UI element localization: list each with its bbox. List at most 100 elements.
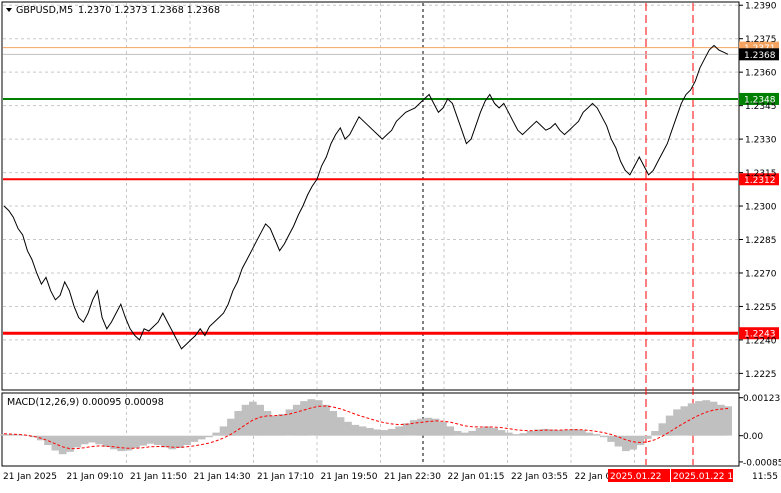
macd-histogram-bar [695,401,703,436]
level-label-green: 1.2348 [744,95,776,105]
macd-histogram-bar [227,418,235,436]
macd-histogram-bar [168,435,177,450]
x-label-highlight [671,469,733,482]
price-series [3,44,729,350]
macd-histogram-bar [724,406,732,436]
macd-histogram-bar [351,424,360,436]
macd-tick-label: 0.00 [743,432,763,442]
macd-histogram-bar [175,435,184,448]
macd-histogram-bar [366,428,374,436]
y-tick-label: 1.2360 [745,69,777,79]
macd-histogram-bar [373,429,381,436]
macd-histogram-bar [205,435,213,438]
macd-histogram-bar [117,435,126,452]
macd-histogram-bar [44,435,52,445]
y-tick-label: 1.2300 [745,203,777,213]
y-tick-label: 1.2315 [745,169,777,179]
macd-histogram-bar [717,404,725,436]
macd-histogram-bar [29,435,38,438]
macd-histogram-bar [578,430,586,436]
level-label-box-green [739,92,779,105]
macd-histogram-bar [329,411,338,436]
macd-histogram-bar [249,401,257,436]
macd-histogram-bar [643,435,652,439]
macd-histogram-bar [519,433,528,436]
macd-histogram-bar [183,435,191,445]
macd-histogram-bar [468,431,477,436]
macd-histogram-bar [497,430,506,436]
macd-axis: 0.00123 0.00 -0.00085 [739,394,781,468]
macd-histogram-bar [709,401,718,436]
x-tick-label: 2025.01.22 [610,472,662,482]
macd-histogram-bar [190,435,199,442]
macd-histogram-bar [687,403,696,436]
dropdown-triangle-icon[interactable] [6,8,12,12]
macd-histogram-bar [314,400,323,436]
macd-histogram-bar [439,421,447,436]
macd-histogram-bar [197,435,206,440]
y-tick-label: 1.2240 [745,336,777,346]
x-tick-label: 21 Jan 19:50 [321,472,378,482]
macd-histogram-bar [541,428,550,436]
macd-histogram-bar [636,435,645,445]
level-label-box-red-lower [739,327,779,340]
macd-histogram-bar [570,428,579,436]
macd-histogram-bar [548,429,557,436]
x-label-highlight [608,469,670,482]
macd-histogram-bar [336,417,345,436]
y-tick-label: 1.2375 [745,35,777,45]
macd-histogram-bar [344,421,352,436]
macd-histogram-bar [402,423,411,436]
macd-histogram-bar [461,432,469,436]
macd-histogram-bar [453,431,462,436]
macd-histogram-bar [110,435,118,450]
x-tick-label: 2025.01.22 11:20 [673,472,754,482]
macd-histogram-bar [702,400,711,436]
macd-histogram-bar [512,434,520,436]
macd-histogram-bar [534,429,542,436]
macd-histogram-bar [153,435,162,445]
macd-histogram-bar [622,435,630,452]
macd-histogram-bar [504,432,513,436]
x-tick-label: 22 Jan 03:55 [511,472,568,482]
macd-histogram-bar [15,434,23,436]
macd-histogram-bar [629,435,637,450]
level-label-bid: 1.2368 [744,51,776,61]
macd-histogram-bar [285,409,294,436]
macd-histogram-bar [7,434,16,436]
x-tick-label: 21 Jan 09:10 [67,472,124,482]
macd-histogram-bar [563,429,572,436]
macd-histogram-bar [212,432,221,436]
macd-histogram-bar [592,434,601,436]
x-tick-label: 21 Jan 2025 [3,472,57,482]
macd-histogram-bar [95,435,104,445]
y-axis: 1.23901.23751.23601.23451.23301.23151.23… [739,2,777,380]
macd-histogram-bar [300,401,308,436]
macd-histogram-bar [241,404,250,436]
macd-histogram-bar [102,435,111,447]
macd-histogram-bar [556,430,564,436]
macd-histogram-bar [51,435,60,451]
y-tick-label: 1.2330 [745,136,777,146]
macd-histogram-bar [490,428,498,436]
macd-histogram-bar [161,435,169,448]
macd-histogram-bar [124,435,133,451]
macd-histogram-bar [395,426,403,436]
macd-histogram-bar [614,435,623,447]
macd-histogram-bar [600,435,608,438]
macd-histogram-bar [380,430,389,436]
x-tick-label: 21 Jan 11:50 [130,472,187,482]
macd-histogram-bar [139,435,147,446]
level-label-box-bid [739,48,779,61]
level-label-box-red-upper [739,173,779,186]
macd-histogram-bar [607,435,615,442]
x-tick-label: 22 Jan 01:15 [448,472,505,482]
level-label-red-upper: 1.2312 [744,176,776,186]
macd-pane-frame [1,392,740,467]
y-tick-label: 1.2225 [745,370,777,380]
macd-histogram-bar [132,435,140,448]
macd-histogram-bar [431,418,440,436]
macd-histogram-bar [0,434,8,436]
